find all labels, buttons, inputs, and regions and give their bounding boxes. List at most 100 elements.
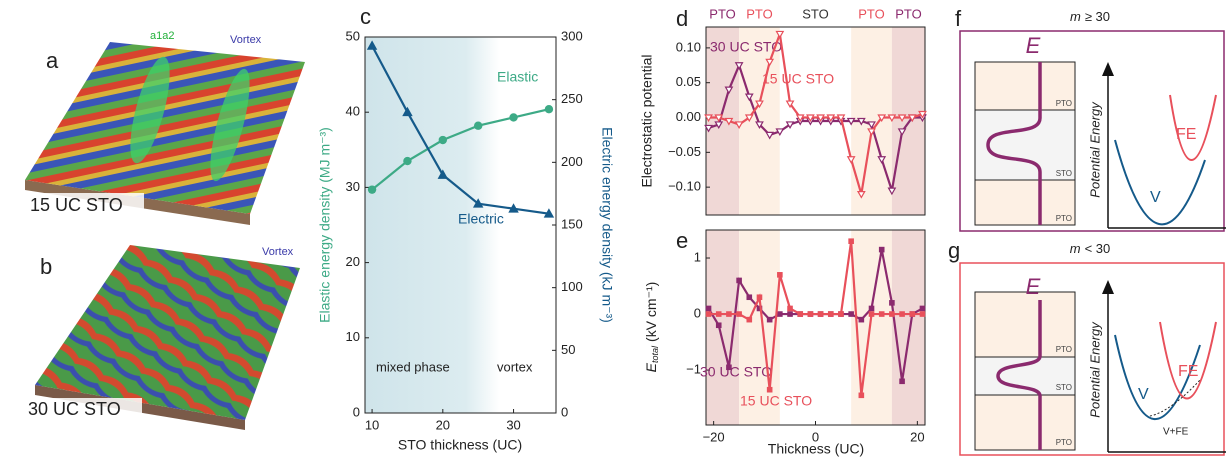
y2-tick-label: 250 (561, 91, 583, 106)
marker (472, 198, 484, 208)
marker (907, 114, 917, 123)
marker (726, 311, 732, 317)
marker (715, 311, 722, 317)
series-label: 30 UC STO (710, 39, 782, 55)
caption-bg (24, 398, 142, 422)
a1a2-domain (210, 68, 250, 182)
annotation: a1a2 (150, 30, 174, 42)
marker (766, 386, 773, 393)
marker (402, 106, 413, 117)
region (739, 230, 780, 425)
marker (744, 93, 754, 102)
fe-curve (1169, 94, 1217, 161)
layer-label: PTO (1056, 99, 1072, 108)
marker (734, 62, 744, 70)
axis-label: Potential Energy (1087, 321, 1102, 418)
marker (777, 311, 783, 317)
field-symbol: E (1026, 274, 1041, 299)
y-tick-label: 30 (346, 179, 360, 194)
marker (403, 156, 412, 166)
y-tick-label: 1 (694, 249, 701, 264)
chart-e: −1 0 1 −20 0 20 Thickness (UC) Etotal (kV cm⁻¹) 3… (643, 228, 926, 457)
marker (714, 114, 724, 123)
marker (437, 169, 449, 179)
marker (775, 128, 785, 137)
marker (868, 305, 875, 312)
title-symbol: m (1070, 9, 1081, 24)
marker (848, 238, 854, 245)
marker (889, 300, 895, 306)
series-line (708, 62, 923, 191)
y-tick-label: −0.10 (668, 179, 701, 194)
x-tick-label: −20 (703, 429, 725, 444)
panel-letter: c (360, 4, 371, 29)
caption: 30 UC STO (28, 399, 121, 419)
region-label: PTO (709, 6, 736, 21)
annotation: mixed phase (376, 359, 450, 374)
marker (756, 305, 763, 312)
marker (846, 117, 856, 126)
marker (543, 208, 555, 218)
combined-curve (1149, 379, 1201, 417)
y2-tick-label: 150 (561, 216, 583, 231)
marker (848, 311, 854, 317)
series-label: 30 UC STO (700, 364, 772, 380)
series-label: Electric (458, 211, 504, 227)
field-profile (996, 300, 1042, 450)
x-tick-label: 20 (910, 429, 924, 444)
marker (509, 113, 518, 122)
marker (755, 100, 764, 109)
field-profile (986, 62, 1042, 225)
marker (836, 114, 846, 123)
y-tick-label: −0.05 (668, 144, 701, 159)
series-line (371, 45, 550, 215)
panel-frame (959, 262, 1225, 456)
marker (705, 305, 712, 312)
marker (367, 185, 377, 194)
title-condition: < 30 (1085, 241, 1111, 256)
marker (877, 156, 887, 164)
panel-title: m < 30 (1070, 241, 1111, 256)
curve-label: FE (1178, 363, 1198, 380)
marker (724, 86, 734, 95)
marker (785, 100, 795, 109)
marker (897, 128, 907, 137)
title-symbol: m (1070, 241, 1081, 256)
title-condition: ≥ 30 (1085, 9, 1110, 24)
y-tick-label: 0.00 (676, 109, 701, 124)
marker (856, 190, 866, 199)
y-tick-label: 40 (346, 104, 360, 119)
y-tick-label: 0.10 (676, 39, 701, 54)
label-subscript: total (650, 345, 660, 363)
marker (715, 322, 722, 329)
marker (787, 305, 793, 312)
axis-arrow (1102, 62, 1114, 76)
marker (795, 114, 805, 123)
marker (918, 110, 927, 119)
marker (826, 114, 836, 123)
marker (787, 311, 793, 317)
marker (744, 114, 754, 123)
marker (909, 311, 916, 317)
panel-letter: f (955, 6, 962, 31)
panel-b: b Vortex 30 UC STO (24, 245, 300, 430)
panel-a: a a1a2 Vortex 15 UC STO (25, 30, 305, 225)
marker (868, 311, 875, 317)
y2-axis-label: Electric energy density (kJ m⁻³) (599, 127, 615, 323)
marker (724, 117, 734, 126)
panel-g: g m < 30 PTO STO PTO E Potential Energy F… (948, 238, 1226, 456)
x-tick-label: 20 (436, 417, 450, 432)
y-tick-label: 50 (346, 28, 360, 43)
marker (736, 277, 742, 284)
marker (867, 128, 876, 137)
marker (736, 311, 742, 317)
y-axis-label: Etotal (kV cm⁻¹) (643, 282, 661, 373)
panel-letter: g (948, 238, 960, 263)
marker (704, 124, 713, 133)
annotation: Vortex (262, 246, 294, 258)
plot-frame (705, 26, 926, 216)
x-tick-label: 0 (812, 429, 819, 444)
y2-tick-label: 100 (561, 279, 583, 294)
